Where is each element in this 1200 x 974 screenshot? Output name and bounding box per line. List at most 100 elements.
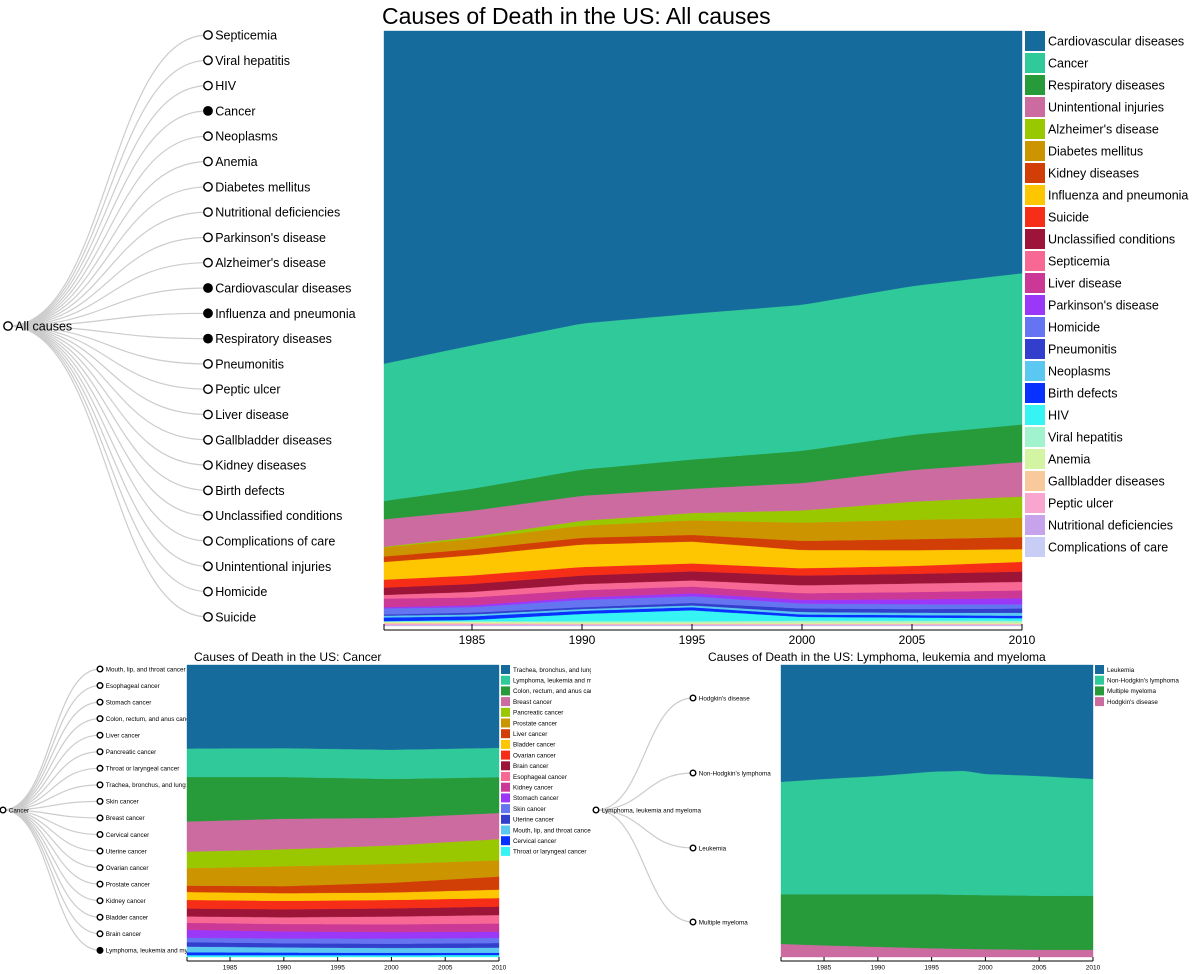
- legend-item[interactable]: Hodgkin's disease: [1095, 697, 1158, 707]
- legend-item[interactable]: Unintentional injuries: [1025, 97, 1164, 117]
- tree-node[interactable]: Colon, rectum, and anus cancer: [96, 715, 195, 723]
- legend-item[interactable]: Cancer: [1025, 53, 1088, 73]
- tree-node[interactable]: Uterine cancer: [96, 847, 147, 855]
- tree-node[interactable]: Birth defects: [203, 484, 285, 498]
- tree-node[interactable]: Pneumonitis: [203, 357, 284, 371]
- tree-node[interactable]: Suicide: [203, 610, 256, 624]
- legend-item[interactable]: Viral hepatitis: [1025, 427, 1123, 447]
- tree-node-circle[interactable]: [689, 918, 697, 926]
- legend-item[interactable]: Brain cancer: [501, 761, 548, 771]
- legend-item[interactable]: Parkinson's disease: [1025, 295, 1159, 315]
- legend-item[interactable]: Throat or laryngeal cancer: [501, 846, 587, 856]
- legend-item[interactable]: Pneumonitis: [1025, 339, 1117, 359]
- tree-node[interactable]: Viral hepatitis: [203, 54, 290, 68]
- area-cardiovascular-diseases[interactable]: [383, 30, 1023, 364]
- tree-node[interactable]: Multiple myeloma: [689, 918, 748, 926]
- tree-node[interactable]: Parkinson's disease: [203, 231, 326, 245]
- tree-node-circle[interactable]: [203, 510, 213, 521]
- tree-node[interactable]: Non-Hodgkin's lymphoma: [689, 769, 771, 777]
- tree-node-circle[interactable]: [203, 156, 213, 167]
- tree-node[interactable]: Brain cancer: [96, 930, 141, 938]
- tree-node[interactable]: Liver cancer: [96, 731, 140, 739]
- tree-node-circle[interactable]: [203, 308, 213, 319]
- tree-node[interactable]: Homicide: [203, 585, 268, 599]
- legend-item[interactable]: Liver disease: [1025, 273, 1122, 293]
- tree-node-circle[interactable]: [203, 434, 213, 445]
- tree-node[interactable]: Neoplasms: [203, 130, 278, 144]
- legend-item[interactable]: Uterine cancer: [501, 814, 554, 824]
- tree-node-circle[interactable]: [96, 913, 104, 921]
- legend-item[interactable]: Pancreatic cancer: [501, 707, 563, 717]
- legend-item[interactable]: Esophageal cancer: [501, 772, 567, 781]
- tree-node[interactable]: Complications of care: [203, 535, 336, 549]
- tree-node[interactable]: Hodgkin's disease: [689, 694, 750, 702]
- tree-node[interactable]: Kidney cancer: [96, 897, 146, 905]
- tree-node-circle[interactable]: [203, 333, 213, 344]
- area-leukemia[interactable]: [780, 664, 1094, 783]
- tree-node-circle[interactable]: [203, 536, 213, 546]
- tree-node-circle[interactable]: [592, 806, 600, 814]
- legend-item[interactable]: Suicide: [1025, 207, 1089, 227]
- legend-item[interactable]: Complications of care: [1025, 537, 1168, 557]
- tree-node-circle[interactable]: [96, 731, 104, 739]
- tree-node-circle[interactable]: [0, 806, 7, 814]
- legend-item[interactable]: Cardiovascular diseases: [1025, 31, 1184, 51]
- legend-item[interactable]: Trachea, bronchus, and lung cancer: [501, 665, 614, 674]
- legend-item[interactable]: Nutritional deficiencies: [1025, 515, 1173, 535]
- tree-node-circle[interactable]: [203, 612, 213, 622]
- legend-item[interactable]: Skin cancer: [501, 804, 546, 814]
- legend-item[interactable]: Bladder cancer: [501, 739, 555, 749]
- tree-node[interactable]: Kidney diseases: [203, 459, 306, 473]
- legend-item[interactable]: Unclassified conditions: [1025, 229, 1175, 249]
- tree-node[interactable]: Skin cancer: [96, 797, 139, 806]
- tree-node[interactable]: Trachea, bronchus, and lung cancer: [96, 781, 206, 789]
- tree-node[interactable]: Stomach cancer: [96, 698, 151, 706]
- tree-node[interactable]: Pancreatic cancer: [96, 748, 156, 756]
- tree-node-circle[interactable]: [96, 781, 104, 789]
- tree-node-circle[interactable]: [689, 844, 697, 852]
- tree-node-circle[interactable]: [96, 864, 104, 872]
- tree-node[interactable]: Liver disease: [203, 408, 289, 422]
- tree-node[interactable]: Breast cancer: [96, 814, 145, 822]
- legend-item[interactable]: Alzheimer's disease: [1025, 119, 1159, 139]
- legend-item[interactable]: Breast cancer: [501, 697, 552, 707]
- tree-root-node[interactable]: Cancer: [0, 806, 29, 814]
- tree-node-circle[interactable]: [96, 764, 104, 772]
- area-multiple-myeloma[interactable]: [780, 894, 1094, 950]
- tree-node-circle[interactable]: [203, 181, 213, 192]
- tree-node-circle[interactable]: [96, 946, 104, 954]
- tree-node[interactable]: Peptic ulcer: [203, 383, 281, 397]
- tree-node[interactable]: Throat or laryngeal cancer: [96, 764, 179, 773]
- legend-item[interactable]: Respiratory diseases: [1025, 75, 1165, 95]
- legend-item[interactable]: Non-Hodgkin's lymphoma: [1095, 675, 1179, 685]
- tree-node-circle[interactable]: [203, 80, 213, 91]
- tree-node-circle[interactable]: [203, 131, 213, 142]
- legend-item[interactable]: Kidney cancer: [501, 782, 553, 792]
- tree-node-circle[interactable]: [203, 257, 213, 268]
- tree-node-circle[interactable]: [203, 232, 213, 243]
- area-trachea-bronchus-and-lung-cancer[interactable]: [186, 664, 500, 750]
- tree-node-circle[interactable]: [203, 106, 213, 116]
- tree-node-circle[interactable]: [96, 715, 104, 723]
- legend-item[interactable]: Colon, rectum, and anus cancer: [501, 686, 602, 696]
- area-non-hodgkin-s-lymphoma[interactable]: [780, 770, 1094, 896]
- tree-node-circle[interactable]: [203, 586, 213, 597]
- tree-node-circle[interactable]: [96, 930, 104, 938]
- tree-node-circle[interactable]: [96, 682, 104, 690]
- tree-node[interactable]: Cancer: [203, 104, 256, 118]
- legend-item[interactable]: Prostate cancer: [501, 718, 557, 728]
- tree-node-circle[interactable]: [96, 897, 104, 905]
- legend-item[interactable]: Anemia: [1025, 449, 1090, 469]
- tree-node[interactable]: Ovarian cancer: [96, 864, 149, 872]
- legend-item[interactable]: Peptic ulcer: [1025, 493, 1113, 513]
- legend-item[interactable]: Liver cancer: [501, 729, 547, 739]
- tree-node-circle[interactable]: [96, 880, 104, 888]
- tree-node[interactable]: Respiratory diseases: [203, 332, 332, 346]
- legend-item[interactable]: Leukemia: [1095, 665, 1135, 674]
- tree-node[interactable]: Cardiovascular diseases: [203, 282, 352, 296]
- legend-item[interactable]: Birth defects: [1025, 383, 1117, 403]
- tree-node[interactable]: Alzheimer's disease: [203, 256, 326, 270]
- tree-node[interactable]: Leukemia: [689, 844, 727, 852]
- tree-node[interactable]: Nutritional deficiencies: [203, 206, 340, 220]
- tree-node[interactable]: Prostate cancer: [96, 880, 150, 888]
